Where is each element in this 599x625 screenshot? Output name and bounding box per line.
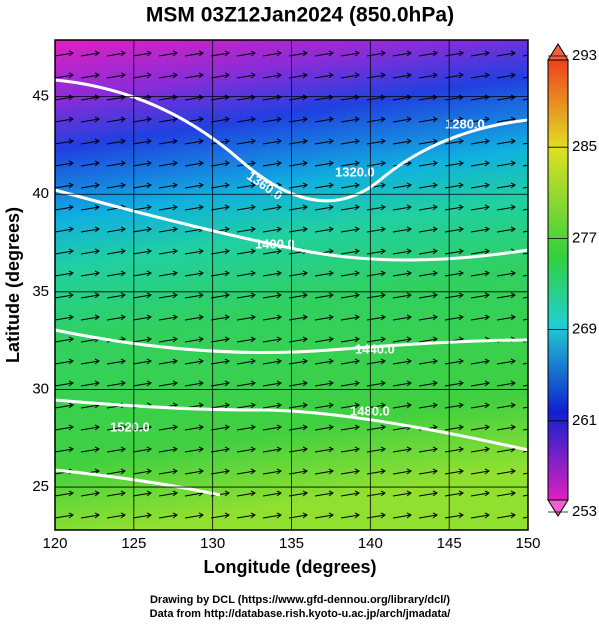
- y-tick-label: 40: [32, 185, 49, 202]
- colorbar-tick-label: 269: [572, 321, 597, 338]
- x-tick-label: 130: [200, 535, 225, 552]
- contour: [54, 78, 529, 203]
- x-tick-label: 150: [515, 535, 540, 552]
- colorbar-tick-label: 277: [572, 229, 597, 246]
- contour-label: 1280.0: [445, 116, 485, 131]
- contour: [54, 468, 221, 497]
- contour: [54, 398, 529, 452]
- contour: [54, 188, 529, 262]
- contour-label: 1400.0: [255, 236, 295, 251]
- x-tick-label: 125: [121, 535, 146, 552]
- contour: [54, 328, 529, 354]
- contour-label: 1520.0: [110, 419, 150, 434]
- colorbar: [547, 59, 569, 501]
- contour-label: 1440.0: [355, 341, 395, 356]
- x-tick-label: 140: [358, 535, 383, 552]
- contour-label: 1320.0: [335, 164, 375, 179]
- colorbar-max-arrow: [547, 43, 569, 61]
- colorbar-tick-label: 253: [572, 503, 597, 520]
- colorbar-tick-label: 285: [572, 138, 597, 155]
- contour-label: 1480.0: [350, 403, 390, 418]
- x-axis-label: Longitude (degrees): [203, 557, 376, 577]
- colorbar-min-arrow: [547, 499, 569, 517]
- y-tick-label: 25: [32, 478, 49, 495]
- y-axis-label: Latitude (degrees): [3, 207, 23, 363]
- footer-line: Data from http://database.rish.kyoto-u.a…: [150, 608, 451, 620]
- y-tick-label: 45: [32, 88, 49, 105]
- colorbar-tick-label: 293: [572, 47, 597, 64]
- footer-line: Drawing by DCL (https://www.gfd-dennou.o…: [150, 594, 450, 606]
- title: MSM 03Z12Jan2024 (850.0hPa): [146, 4, 454, 27]
- x-tick-label: 120: [42, 535, 67, 552]
- x-tick-label: 135: [279, 535, 304, 552]
- colorbar-tick-label: 261: [572, 412, 597, 429]
- x-tick-label: 145: [437, 535, 462, 552]
- y-tick-label: 30: [32, 380, 49, 397]
- y-tick-label: 35: [32, 283, 49, 300]
